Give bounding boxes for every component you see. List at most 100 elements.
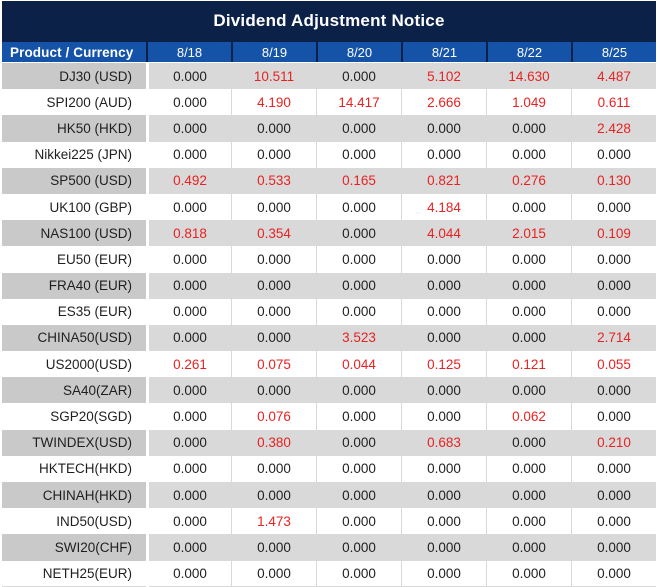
value-cell: 0.000 (231, 455, 316, 482)
value-cell: 0.000 (316, 220, 401, 247)
value-cell: 0.000 (401, 246, 486, 273)
value-cell: 0.000 (316, 246, 401, 273)
value-cell: 0.000 (401, 508, 486, 535)
product-cell: IND50(USD) (56, 513, 132, 529)
notice-title-bar: Dividend Adjustment Notice (2, 1, 656, 40)
value-cell: 2.015 (486, 220, 571, 247)
value-cell: 0.000 (316, 141, 401, 168)
value-cell: 0.000 (146, 482, 231, 509)
value-cell: 0.000 (146, 377, 231, 404)
product-cell: CHINAH(HKD) (2, 482, 146, 509)
value-cell: 1.473 (231, 508, 316, 535)
product-cell: SA40(ZAR) (2, 377, 146, 404)
value-cell: 0.276 (486, 167, 571, 194)
product-cell: UK100 (GBP) (49, 199, 132, 215)
value-cell: 0.076 (231, 403, 316, 430)
table-row: SWI20(CHF) 0.000 0.000 0.000 0.000 0.000 0.000 (2, 534, 656, 561)
table-row: IND50(USD) 0.000 1.473 0.000 0.000 0.000 0.000 (2, 508, 656, 535)
table-row: HKTECH(HKD) 0.000 0.000 0.000 0.000 0.000 0.00… (2, 455, 656, 482)
value-cell: 0.000 (401, 534, 486, 561)
value-cell: 0.000 (401, 272, 486, 299)
product-cell: CHINA50(USD) (2, 324, 146, 352)
table-row: SP500 (USD) 0.492 0.533 0.165 0.821 0.276 0.13… (2, 167, 656, 194)
product-cell: TWINDEX(USD) (2, 429, 146, 456)
value-cell: 0.000 (486, 324, 571, 352)
value-cell: 0.000 (571, 403, 656, 430)
value-cell: 0.000 (231, 298, 316, 325)
value-cell: 0.000 (486, 298, 571, 325)
value-cell: 0.000 (401, 455, 486, 482)
value-cell: 0.000 (146, 403, 231, 430)
value-cell: 0.000 (316, 377, 401, 404)
value-cell: 0.000 (486, 429, 571, 456)
value-cell: 0.492 (146, 167, 231, 194)
table-row: FRA40 (EUR) 0.000 0.000 0.000 0.000 0.000 0.00… (2, 272, 656, 299)
value-cell: 0.000 (316, 272, 401, 299)
value-cell: 3.523 (316, 324, 401, 352)
value-cell: 0.000 (401, 560, 486, 587)
value-cell: 0.000 (571, 246, 656, 273)
product-cell: SGP20(SGD) (50, 409, 132, 425)
table-row: CHINA50(USD) 0.000 0.000 3.523 0.000 0.000 2.7… (2, 324, 656, 352)
value-cell: 0.055 (571, 351, 656, 378)
value-cell: 0.000 (146, 560, 231, 587)
value-cell: 0.533 (231, 167, 316, 194)
value-cell: 0.000 (316, 482, 401, 509)
product-cell: ES35 (EUR) (57, 304, 132, 320)
value-cell: 0.075 (231, 351, 316, 378)
value-cell: 0.000 (401, 324, 486, 352)
notice-title: Dividend Adjustment Notice (213, 10, 445, 30)
value-cell: 0.000 (231, 377, 316, 404)
value-cell: 0.000 (401, 403, 486, 430)
value-cell: 0.000 (231, 482, 316, 509)
value-cell: 0.821 (401, 167, 486, 194)
value-cell: 4.184 (401, 193, 486, 221)
value-cell: 0.000 (316, 455, 401, 482)
column-header-product: Product / Currency (2, 42, 146, 62)
value-cell: 4.044 (401, 220, 486, 247)
value-cell: 0.000 (146, 298, 231, 325)
value-cell: 0.000 (571, 534, 656, 561)
value-cell: 0.000 (401, 377, 486, 404)
value-cell: 0.130 (571, 167, 656, 194)
value-cell: 0.000 (316, 508, 401, 535)
value-cell: 0.000 (146, 193, 231, 221)
value-cell: 0.261 (146, 351, 231, 378)
value-cell: 0.000 (231, 272, 316, 299)
value-cell: 0.000 (571, 560, 656, 587)
header-row: Product / Currency 8/18 8/19 8/20 8/21 8/22 8… (2, 40, 656, 62)
column-header-date: 8/21 (403, 42, 486, 62)
value-cell: 0.000 (231, 193, 316, 221)
value-cell: 0.000 (486, 115, 571, 142)
table-row: UK100 (GBP) 0.000 0.000 0.000 4.184 0.000 0.00… (2, 193, 656, 221)
value-cell: 2.428 (571, 115, 656, 142)
column-header-date: 8/22 (488, 42, 571, 62)
value-cell: 2.666 (401, 89, 486, 116)
value-cell: 0.044 (316, 351, 401, 378)
value-cell: 0.000 (316, 429, 401, 456)
value-cell: 0.000 (231, 246, 316, 273)
value-cell: 0.000 (231, 115, 316, 142)
product-cell: HKTECH(HKD) (39, 461, 132, 477)
value-cell: 0.109 (571, 220, 656, 247)
value-cell: 0.000 (486, 193, 571, 221)
value-cell: 0.000 (486, 455, 571, 482)
product-cell: FRA40 (EUR) (2, 272, 146, 299)
value-cell: 0.000 (486, 141, 571, 168)
table-row: Nikkei225 (JPN) 0.000 0.000 0.000 0.000 0.000… (2, 141, 656, 168)
column-header-date: 8/20 (318, 42, 401, 62)
table-row: NAS100 (USD) 0.818 0.354 0.000 4.044 2.015 0.1… (2, 220, 656, 247)
product-cell: US2000(USD) (45, 356, 132, 372)
value-cell: 4.487 (571, 63, 656, 90)
value-cell: 0.000 (146, 272, 231, 299)
value-cell: 0.000 (401, 115, 486, 142)
value-cell: 0.000 (146, 508, 231, 535)
column-header-date: 8/19 (233, 42, 316, 62)
value-cell: 0.000 (486, 272, 571, 299)
value-cell: 0.000 (316, 63, 401, 90)
value-cell: 0.000 (571, 508, 656, 535)
value-cell: 2.714 (571, 324, 656, 352)
value-cell: 0.000 (146, 324, 231, 352)
value-cell: 0.062 (486, 403, 571, 430)
